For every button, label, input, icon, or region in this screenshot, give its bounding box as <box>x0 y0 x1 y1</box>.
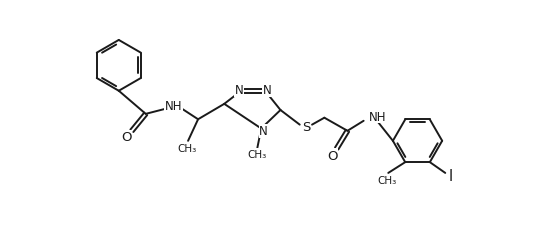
Text: NH: NH <box>369 110 386 123</box>
Text: CH₃: CH₃ <box>377 175 396 185</box>
Text: O: O <box>121 131 132 144</box>
Text: O: O <box>327 149 337 162</box>
Text: S: S <box>302 121 310 134</box>
Text: N: N <box>263 84 272 97</box>
Text: CH₃: CH₃ <box>248 149 267 159</box>
Text: NH: NH <box>165 100 182 112</box>
Text: N: N <box>234 84 243 97</box>
Text: N: N <box>259 125 268 138</box>
Text: I: I <box>449 168 453 183</box>
Text: CH₃: CH₃ <box>177 143 196 153</box>
